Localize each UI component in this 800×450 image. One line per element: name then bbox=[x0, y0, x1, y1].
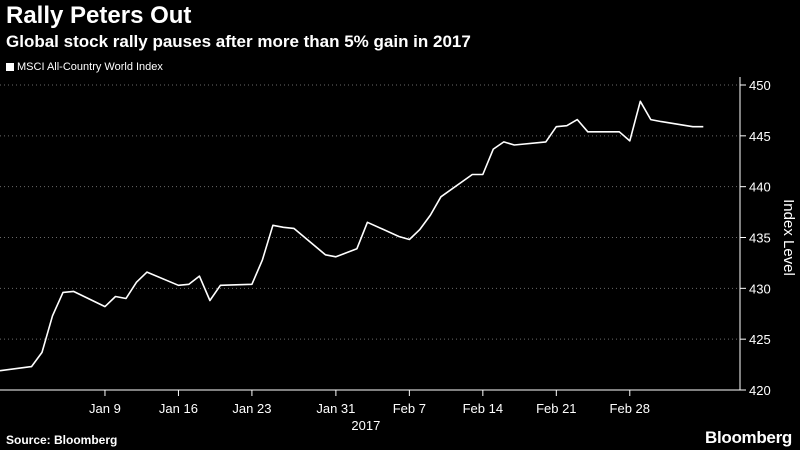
legend-swatch bbox=[6, 63, 14, 71]
y-tick-label: 435 bbox=[749, 231, 771, 246]
y-tick-label: 440 bbox=[749, 180, 771, 195]
x-year-label: 2017 bbox=[351, 418, 380, 433]
y-tick-label: 445 bbox=[749, 129, 771, 144]
y-tick-label: 425 bbox=[749, 332, 771, 347]
x-tick-label: Jan 16 bbox=[159, 401, 198, 416]
tick-labels: 420 425 430 435 440 445 450 Jan 9 Jan 16 Jan 23 Ja… bbox=[89, 78, 797, 433]
y-tick-label: 450 bbox=[749, 78, 771, 93]
legend-label: MSCI All-Country World Index bbox=[17, 61, 163, 73]
grid-lines bbox=[0, 84, 740, 340]
x-tick-label: Jan 9 bbox=[89, 401, 121, 416]
axes bbox=[0, 77, 746, 396]
series-layer bbox=[0, 100, 704, 372]
x-tick-label: Jan 23 bbox=[232, 401, 271, 416]
series-line-msci-acwi bbox=[0, 100, 704, 372]
bloomberg-logo: Bloomberg bbox=[704, 428, 792, 447]
x-tick-label: Feb 28 bbox=[610, 401, 650, 416]
x-tick-label: Feb 21 bbox=[536, 401, 576, 416]
x-tick-label: Feb 14 bbox=[463, 401, 503, 416]
y-tick-label: 420 bbox=[749, 383, 771, 398]
y-axis-label: Index Level bbox=[780, 199, 797, 276]
chart-subtitle: Global stock rally pauses after more tha… bbox=[6, 32, 471, 51]
chart-title: Rally Peters Out bbox=[6, 2, 192, 29]
source-note: Source: Bloomberg bbox=[6, 433, 118, 447]
x-tick-label: Jan 31 bbox=[316, 401, 355, 416]
legend: MSCI All-Country World Index bbox=[6, 61, 163, 73]
x-tick-label: Feb 7 bbox=[393, 401, 426, 416]
y-tick-label: 430 bbox=[749, 281, 771, 296]
